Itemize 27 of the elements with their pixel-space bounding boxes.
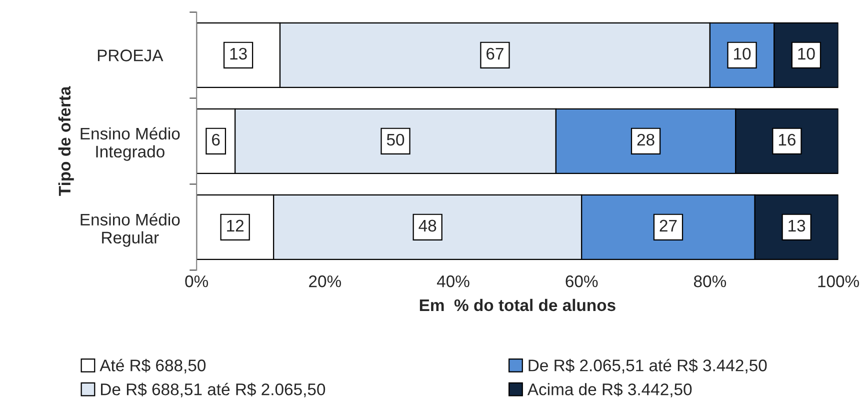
- y-tick-label: Ensino Médio Integrado: [80, 127, 180, 161]
- data-label: 48: [418, 220, 436, 232]
- x-tick-label: 60%: [566, 275, 598, 288]
- data-label: 28: [637, 134, 654, 146]
- y-tick-label: Ensino Médio Regular: [80, 213, 180, 247]
- data-label: 12: [227, 220, 244, 232]
- data-label: 50: [386, 134, 404, 146]
- legend-label: De R$ 2.065,51 até R$ 3.442,50: [528, 358, 767, 374]
- legend-label: Acima de R$ 3.442,50: [527, 382, 692, 398]
- data-label: 67: [486, 48, 504, 60]
- data-label: 13: [788, 220, 806, 232]
- x-axis-title: Em % do total de alunos: [420, 298, 616, 312]
- x-tick-label: 20%: [309, 275, 342, 288]
- x-tick-label: 100%: [818, 275, 860, 288]
- x-tick-label: 80%: [694, 275, 726, 288]
- y-tick-label: PROEJA: [98, 50, 164, 62]
- x-tick-label: 0%: [185, 275, 208, 288]
- legend-label: Até R$ 688,50: [100, 358, 206, 374]
- data-label: 27: [660, 220, 677, 232]
- data-label: 10: [798, 48, 815, 60]
- x-tick-label: 40%: [436, 275, 470, 288]
- data-label: 10: [734, 48, 751, 60]
- data-label: 6: [212, 134, 220, 146]
- data-label: 16: [778, 134, 796, 146]
- data-label: 13: [230, 48, 247, 60]
- legend-label: De R$ 688,51 até R$ 2.065,50: [101, 382, 326, 398]
- y-axis-title: Tipo de oferta: [58, 86, 74, 196]
